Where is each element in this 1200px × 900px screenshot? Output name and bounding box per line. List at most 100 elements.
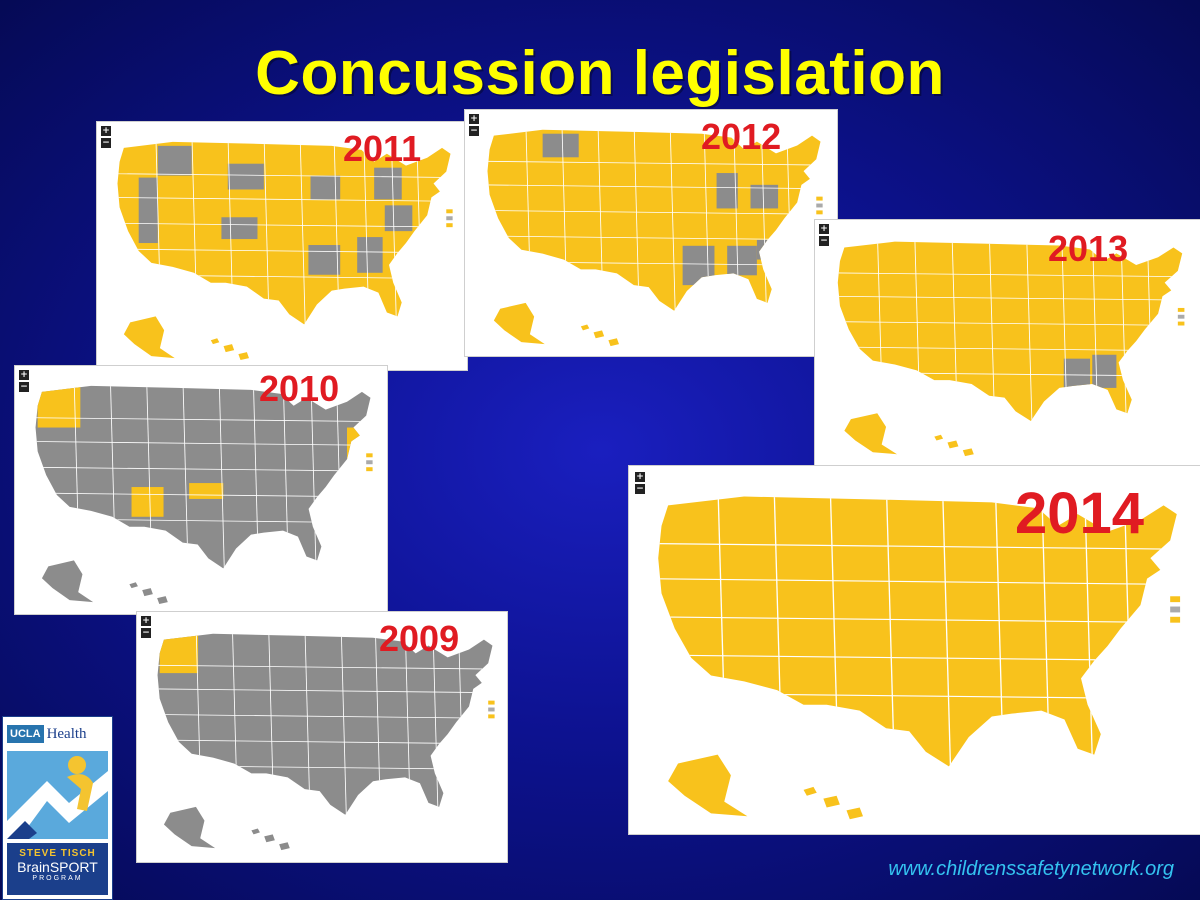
state-border [487,184,821,190]
map-panel-2009: + − 2009 [137,612,507,862]
state-border [263,141,271,325]
state-border [117,197,451,202]
us-map-2014 [658,496,1181,820]
legend-swatch [366,467,373,472]
state-patch [310,175,341,200]
zoom-out-button[interactable]: − [19,382,29,392]
legend-swatch [1170,596,1181,603]
legend-swatch [816,203,823,208]
hawaii [580,324,619,347]
state-border [633,129,641,311]
source-url[interactable]: www.childrenssafetynetwork.org [888,858,1174,880]
zoom-out-button[interactable]: − [635,484,645,494]
state-border [117,222,451,228]
state-patch [347,427,365,468]
state-border [658,578,1177,586]
state-patch [308,245,341,275]
state-border [157,714,493,719]
state-border [340,633,348,815]
ucla-badge: UCLA [7,725,44,743]
map-panel-2013: + − 2013 [815,220,1200,465]
zoom-controls: + − [141,616,151,640]
state-patch [374,167,402,200]
alaska [844,413,898,455]
state-border [404,633,412,815]
state-border [231,633,240,815]
zoom-out-button[interactable]: − [819,236,829,246]
year-label-2010: 2010 [259,368,340,409]
us-map-2012 [487,129,823,347]
slide-title: Concussion legislation [255,39,945,108]
legend-swatch [366,453,373,458]
state-patch [750,184,779,209]
state-border [525,129,533,311]
brainsport-wordmark: STEVE TISCH BrainSPORT PROGRAM [7,843,108,895]
state-border [227,141,235,325]
zoom-in-button[interactable]: + [141,616,151,626]
zoom-in-button[interactable]: + [101,126,111,136]
state-border [1120,241,1128,422]
year-label-2011: 2011 [343,128,422,169]
legend-swatch [1170,616,1181,623]
zoom-in-button[interactable]: + [635,472,645,482]
contiguous-us [35,385,371,569]
state-border [310,385,318,569]
state-border [988,241,997,422]
legend-swatch [446,216,453,221]
state-border [941,496,953,767]
state-border [885,496,897,767]
state-border [363,141,371,325]
year-label-2012: 2012 [701,116,782,157]
state-border [658,542,1177,550]
state-patch [716,173,738,209]
year-label-2013: 2013 [1048,228,1129,269]
state-patch [682,245,715,286]
logo-line-2: BrainSPORT [17,859,98,875]
us-map-2011 [117,141,453,361]
zoom-out-button[interactable]: − [469,126,479,136]
state-patch [542,133,579,158]
legend-swatch [1170,606,1181,613]
zoom-controls: + − [635,472,645,496]
zoom-in-button[interactable]: + [469,114,479,124]
zoom-controls: + − [101,126,111,150]
runner-icon [7,751,108,839]
state-border [390,141,398,325]
health-text: Health [46,725,87,742]
legend-swatch [816,196,823,201]
hawaii [934,434,974,457]
zoom-controls: + − [469,114,479,138]
state-border [157,664,493,670]
state-patch [37,385,81,428]
legend-swatch [816,210,823,215]
state-patch [221,217,258,240]
state-border [109,385,118,569]
legend-swatch [446,223,453,228]
legend-swatch [1177,321,1185,326]
contiguous-us [157,633,493,815]
state-border [73,385,81,569]
alaska [668,754,748,817]
state-patch [159,633,199,674]
map-panel-2011: + − 2011 [97,122,467,370]
zoom-out-button[interactable]: − [101,138,111,148]
state-border [432,633,440,815]
state-border [1083,496,1095,767]
state-border [773,496,785,767]
alaska [493,302,545,345]
zoom-out-button[interactable]: − [141,628,151,638]
zoom-controls: + − [19,370,29,394]
state-border [837,295,1183,301]
state-border [182,385,190,569]
state-border [717,496,729,767]
state-border [374,633,382,815]
zoom-in-button[interactable]: + [19,370,29,380]
state-border [155,141,163,325]
zoom-in-button[interactable]: + [819,224,829,234]
state-border [561,129,569,311]
hawaii [803,786,863,820]
state-border [117,173,451,178]
alaska [163,806,216,849]
state-border [994,496,1006,767]
state-border [299,141,307,325]
